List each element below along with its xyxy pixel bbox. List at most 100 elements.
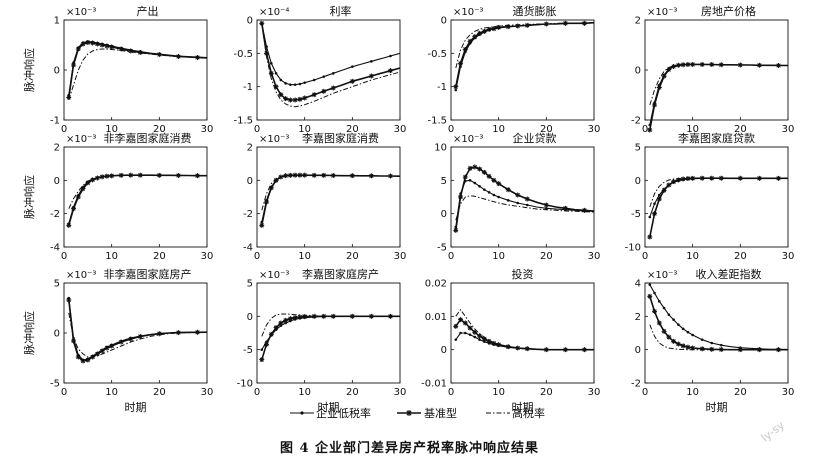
series-line-3 [68, 48, 208, 101]
data-point [273, 84, 279, 90]
data-point [453, 84, 459, 90]
data-point [648, 283, 652, 286]
plot-frame [63, 19, 208, 121]
data-point [264, 199, 270, 205]
data-point [462, 174, 468, 180]
data-point [284, 321, 287, 325]
data-point [287, 316, 293, 322]
x-tick-label: 0 [448, 387, 454, 398]
data-point [647, 293, 653, 299]
data-point [75, 194, 81, 200]
data-point [453, 323, 459, 329]
x-tick-label: 0 [448, 124, 454, 135]
data-point [487, 191, 491, 194]
data-point [99, 42, 105, 48]
data-point [109, 44, 115, 50]
y-tick-label: 0 [441, 16, 447, 27]
data-point [700, 338, 704, 341]
y-tick-label: 4 [635, 279, 641, 290]
data-point [483, 188, 486, 191]
scale-label: ×10⁻³ [259, 270, 289, 281]
data-point [71, 338, 77, 344]
series-line-3 [68, 174, 207, 209]
data-point [85, 180, 91, 186]
data-point [481, 28, 487, 34]
data-point [710, 341, 714, 345]
data-point [658, 300, 661, 303]
scale-label: ×10⁻³ [453, 134, 483, 145]
x-tick-label: 10 [105, 387, 118, 398]
x-tick-label: 30 [394, 251, 407, 262]
data-point [459, 331, 462, 335]
data-point [666, 334, 672, 340]
data-point [321, 88, 327, 94]
data-point [292, 315, 298, 321]
data-point [472, 329, 478, 335]
subplot-title: 投资 [512, 267, 534, 281]
plot-frame [450, 19, 595, 121]
data-point [515, 345, 521, 351]
data-point [671, 64, 677, 69]
x-tick-label: 20 [734, 251, 747, 262]
data-point [581, 20, 587, 26]
subplot-title: 李嘉图家庭消费 [302, 131, 379, 145]
data-point [661, 187, 667, 193]
data-point [453, 227, 459, 233]
data-point [90, 177, 96, 183]
data-point [496, 24, 502, 30]
data-point [719, 343, 723, 347]
data-point [278, 320, 284, 326]
data-point [331, 72, 335, 75]
data-point [545, 207, 548, 210]
data-point [311, 313, 317, 319]
data-point [273, 325, 279, 331]
series-line-1 [455, 22, 595, 91]
data-point [656, 320, 662, 326]
series-line-1 [261, 23, 401, 86]
data-point [491, 26, 497, 32]
y-tick-label: -2 [243, 209, 253, 220]
data-point [259, 357, 265, 363]
y-tick-label: 0 [635, 66, 641, 77]
y-tick-label: -1 [437, 82, 447, 93]
x-tick-label: 0 [61, 251, 67, 262]
data-point [71, 206, 77, 212]
x-tick-label: 0 [254, 124, 260, 135]
scale-label: ×10⁻³ [647, 7, 677, 18]
data-point [260, 348, 264, 351]
y-tick-label: 2 [635, 312, 641, 323]
data-point [458, 60, 464, 66]
data-point [118, 46, 124, 52]
data-point [389, 54, 392, 58]
data-point [175, 173, 181, 178]
data-point [690, 175, 696, 181]
x-tick-label: 20 [153, 124, 166, 135]
data-point [506, 199, 510, 202]
data-point [647, 127, 653, 133]
y-tick-label: 10 [434, 143, 447, 154]
x-tick-label: 20 [540, 387, 553, 398]
data-point [737, 347, 743, 353]
x-tick-label: 0 [254, 387, 260, 398]
data-point [671, 338, 677, 344]
data-point [486, 26, 492, 32]
series-line-3 [261, 174, 401, 211]
scale-label: ×10⁻³ [66, 270, 96, 281]
x-axis-label: 时期 [706, 401, 728, 414]
data-point [330, 85, 336, 91]
subplot-2: 0 10 20 30 -1.5 -1 -0.5 0 ×10⁻⁴ 利率 [233, 4, 406, 135]
data-point [311, 92, 317, 98]
data-point [312, 78, 316, 82]
x-tick-label: 20 [734, 124, 747, 135]
series-line-1 [455, 332, 594, 351]
data-point [156, 52, 162, 57]
x-tick-label: 30 [201, 251, 214, 262]
data-point [680, 176, 686, 182]
series-line-1 [261, 174, 401, 223]
subplot-3: 0 10 20 30 -1.5 -1 -0.5 0 ×10⁻³ 通货膨胀 [427, 4, 600, 135]
x-tick-label: 0 [642, 251, 648, 262]
y-tick-label: 2 [247, 143, 253, 154]
series-line-2 [455, 318, 594, 351]
y-tick-label: 1 [54, 16, 60, 27]
